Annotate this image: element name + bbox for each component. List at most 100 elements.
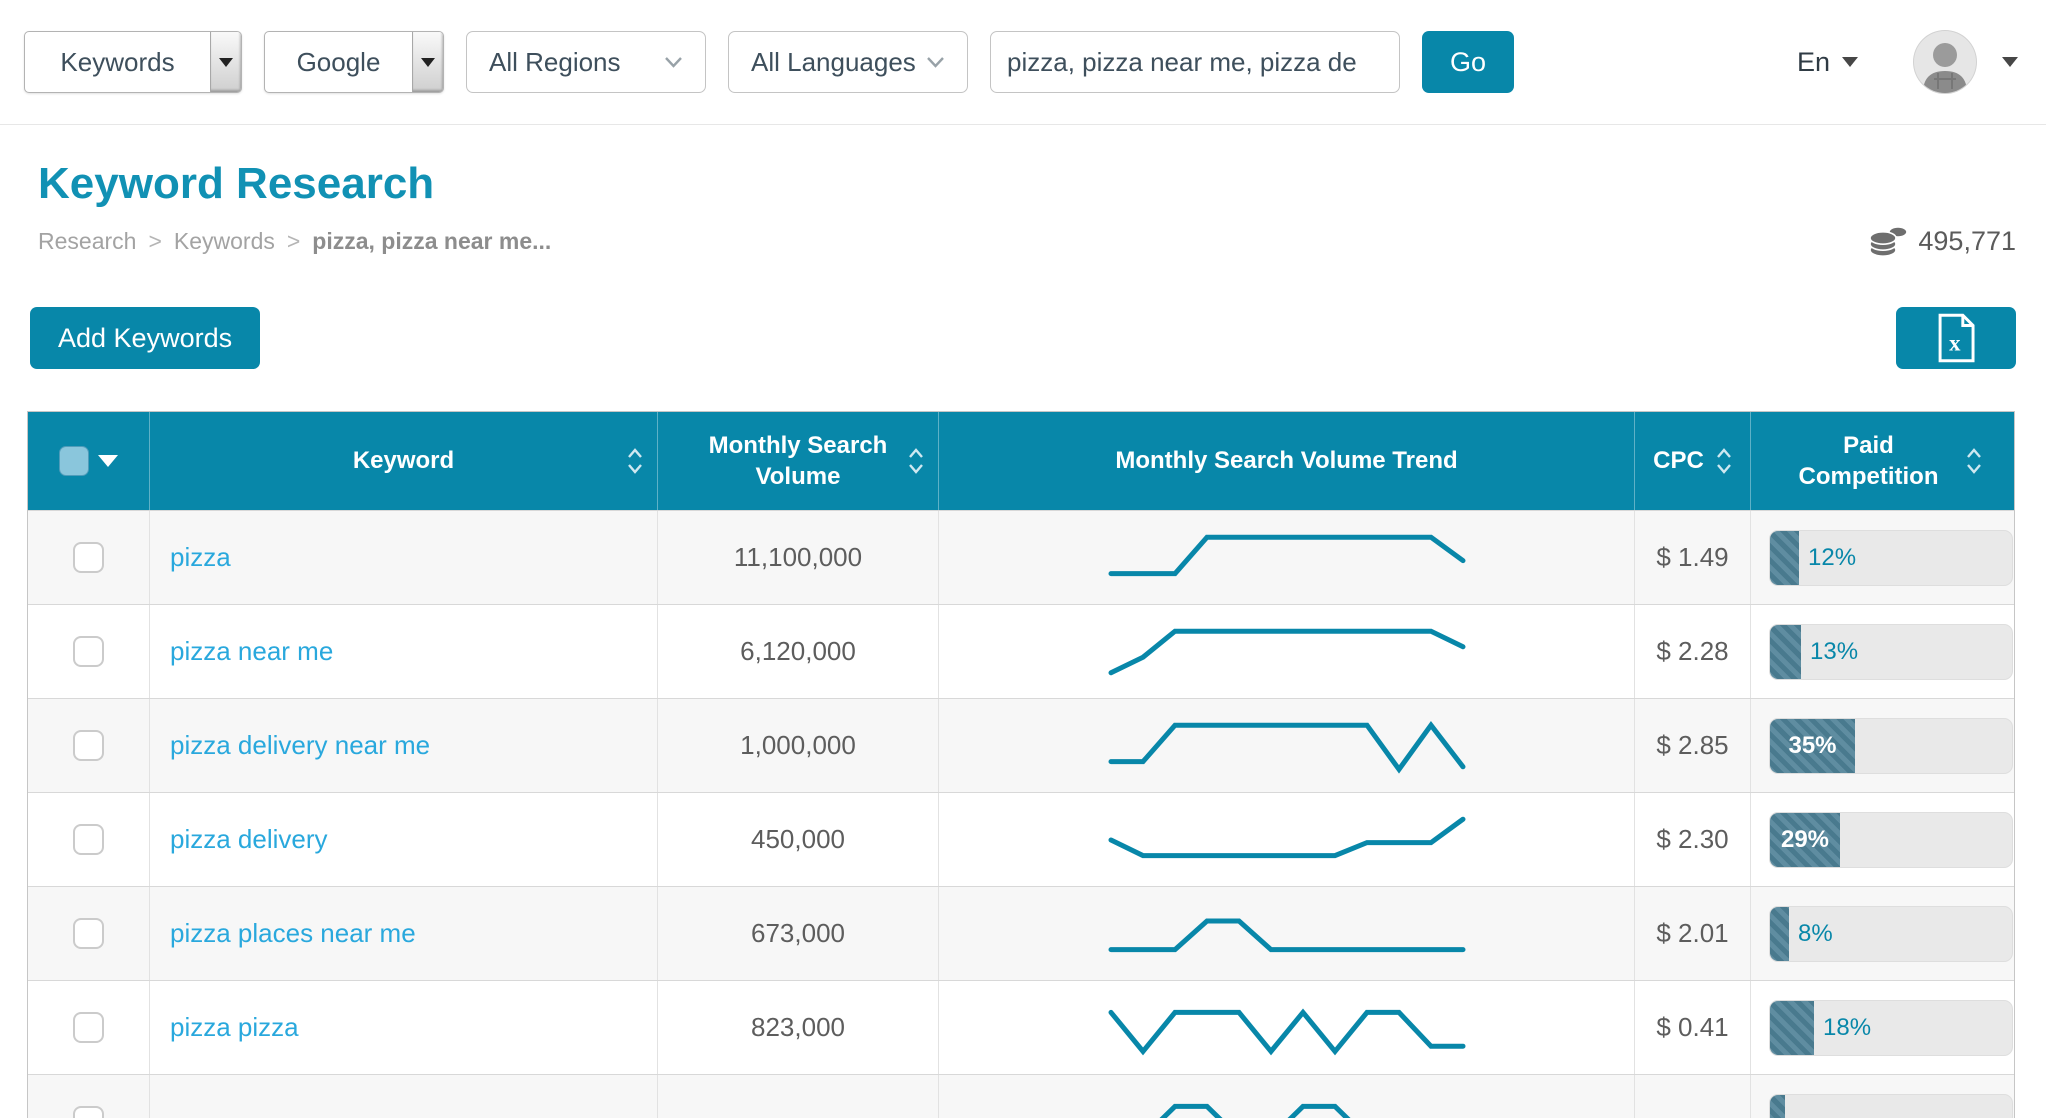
breadcrumb-item-current: pizza, pizza near me...: [312, 227, 552, 254]
competition-cell: [1751, 1075, 2014, 1118]
keyword-link[interactable]: pizza pizza: [170, 1012, 299, 1042]
competition-cell: 18%: [1751, 981, 2014, 1074]
caret-down-icon: [1842, 57, 1858, 67]
header-competition[interactable]: Paid Competition: [1751, 412, 2014, 510]
competition-bar: 12%: [1769, 529, 2013, 586]
breadcrumb-item-keywords[interactable]: Keywords: [173, 227, 275, 254]
breadcrumb-item-research[interactable]: Research: [38, 227, 137, 254]
cpc-cell: [1635, 1075, 1751, 1118]
page-title: Keyword Research: [38, 159, 435, 208]
volume-cell: 450,000: [658, 793, 939, 886]
row-checkbox[interactable]: [73, 1106, 104, 1118]
header-volume[interactable]: Monthly Search Volume: [658, 412, 939, 510]
competition-value: 12%: [1808, 543, 1857, 571]
row-checkbox[interactable]: [73, 824, 104, 855]
credits-value: 495,771: [1918, 225, 2016, 256]
table-row: pizza places near me 673,000 $ 2.01 8%: [28, 886, 2014, 980]
chevron-down-icon: [927, 56, 944, 68]
language-select[interactable]: All Languages: [728, 31, 968, 93]
row-checkbox[interactable]: [73, 542, 104, 573]
keyword-link[interactable]: pizza: [170, 542, 231, 572]
avatar[interactable]: [1914, 31, 1976, 93]
add-keywords-button[interactable]: Add Keywords: [30, 307, 261, 369]
keyword-link[interactable]: pizza delivery near me: [170, 730, 431, 760]
chevron-down-icon: [665, 56, 682, 68]
competition-bar: [1769, 1093, 2013, 1118]
competition-cell: 13%: [1751, 605, 2014, 698]
trend-cell: [939, 981, 1635, 1074]
table-row: pizza delivery 450,000 $ 2.30 29%: [28, 792, 2014, 886]
table-header: Keyword Monthly Search Volume Monthly Se…: [28, 412, 2014, 510]
breadcrumb-separator: >: [286, 227, 301, 254]
trend-cell: [939, 1075, 1635, 1118]
sort-icon[interactable]: [1966, 447, 1982, 475]
table-row: [28, 1074, 2014, 1118]
keyword-link[interactable]: pizza places near me: [170, 918, 416, 948]
trend-sparkline: [1108, 816, 1465, 858]
search-engine-select[interactable]: Google: [264, 31, 444, 93]
volume-cell: 11,100,000: [658, 511, 939, 604]
row-checkbox[interactable]: [73, 636, 104, 667]
volume-cell: 6,120,000: [658, 605, 939, 698]
breadcrumb-separator: >: [148, 227, 162, 254]
search-engine-value: Google: [296, 46, 381, 77]
header-select-all[interactable]: [28, 412, 150, 510]
header-competition-label: Paid Competition: [1798, 431, 1939, 490]
ui-language-switcher[interactable]: En: [1797, 47, 1858, 78]
language-value: All Languages: [751, 46, 916, 77]
competition-bar-fill: [1770, 530, 1799, 585]
cpc-cell: $ 2.85: [1635, 699, 1751, 792]
user-menu[interactable]: [1914, 31, 2018, 93]
competition-value: 18%: [1823, 1013, 1872, 1041]
cpc-cell: $ 2.30: [1635, 793, 1751, 886]
trend-sparkline: [1108, 1007, 1465, 1055]
competition-value: 35%: [1788, 731, 1837, 759]
trend-cell: [939, 605, 1635, 698]
competition-value: 8%: [1798, 919, 1833, 947]
keyword-link[interactable]: pizza near me: [170, 636, 334, 666]
sort-icon[interactable]: [1716, 447, 1732, 475]
cpc-cell: $ 2.01: [1635, 887, 1751, 980]
select-arrow-icon: [412, 32, 443, 92]
export-excel-button[interactable]: x: [1896, 307, 2016, 369]
row-checkbox[interactable]: [73, 730, 104, 761]
caret-down-icon: [2002, 57, 2018, 67]
go-button[interactable]: Go: [1422, 31, 1514, 93]
search-type-select[interactable]: Keywords: [24, 31, 242, 93]
row-checkbox[interactable]: [73, 1012, 104, 1043]
header-trend: Monthly Search Volume Trend: [939, 412, 1635, 510]
credits-counter: 495,771: [1868, 223, 2016, 259]
volume-cell: 673,000: [658, 887, 939, 980]
trend-sparkline: [1108, 534, 1465, 576]
keyword-link[interactable]: pizza delivery: [170, 824, 328, 854]
competition-value: 13%: [1810, 637, 1859, 665]
trend-cell: [939, 511, 1635, 604]
trend-cell: [939, 887, 1635, 980]
table-row: pizza near me 6,120,000 $ 2.28 13%: [28, 604, 2014, 698]
trend-sparkline: [1108, 628, 1465, 675]
keyword-search-input[interactable]: [990, 31, 1400, 93]
header-keyword[interactable]: Keyword: [150, 412, 658, 510]
competition-cell: 29%: [1751, 793, 2014, 886]
search-type-value: Keywords: [60, 46, 175, 77]
svg-text:x: x: [1949, 331, 1961, 356]
topbar: Keywords Google All Regions All Language…: [0, 0, 2046, 125]
ui-language-value: En: [1796, 46, 1830, 77]
select-arrow-icon: [210, 32, 241, 92]
header-cpc[interactable]: CPC: [1635, 412, 1751, 510]
user-photo: [1914, 31, 1976, 93]
cpc-cell: $ 0.41: [1635, 981, 1751, 1074]
competition-cell: 12%: [1751, 511, 2014, 604]
row-checkbox[interactable]: [73, 918, 104, 949]
volume-cell: 1,000,000: [658, 699, 939, 792]
sort-icon[interactable]: [627, 447, 643, 475]
sort-icon[interactable]: [908, 447, 924, 475]
competition-bar: 8%: [1769, 905, 2013, 962]
excel-file-icon: x: [1938, 313, 1975, 363]
breadcrumb: Research > Keywords > pizza, pizza near …: [38, 228, 551, 255]
header-volume-label: Monthly Search Volume: [708, 431, 888, 490]
coins-icon: [1869, 226, 1909, 257]
select-all-checkbox[interactable]: [59, 446, 89, 476]
table-row: pizza 11,100,000 $ 1.49 12%: [28, 510, 2014, 604]
region-select[interactable]: All Regions: [466, 31, 706, 93]
